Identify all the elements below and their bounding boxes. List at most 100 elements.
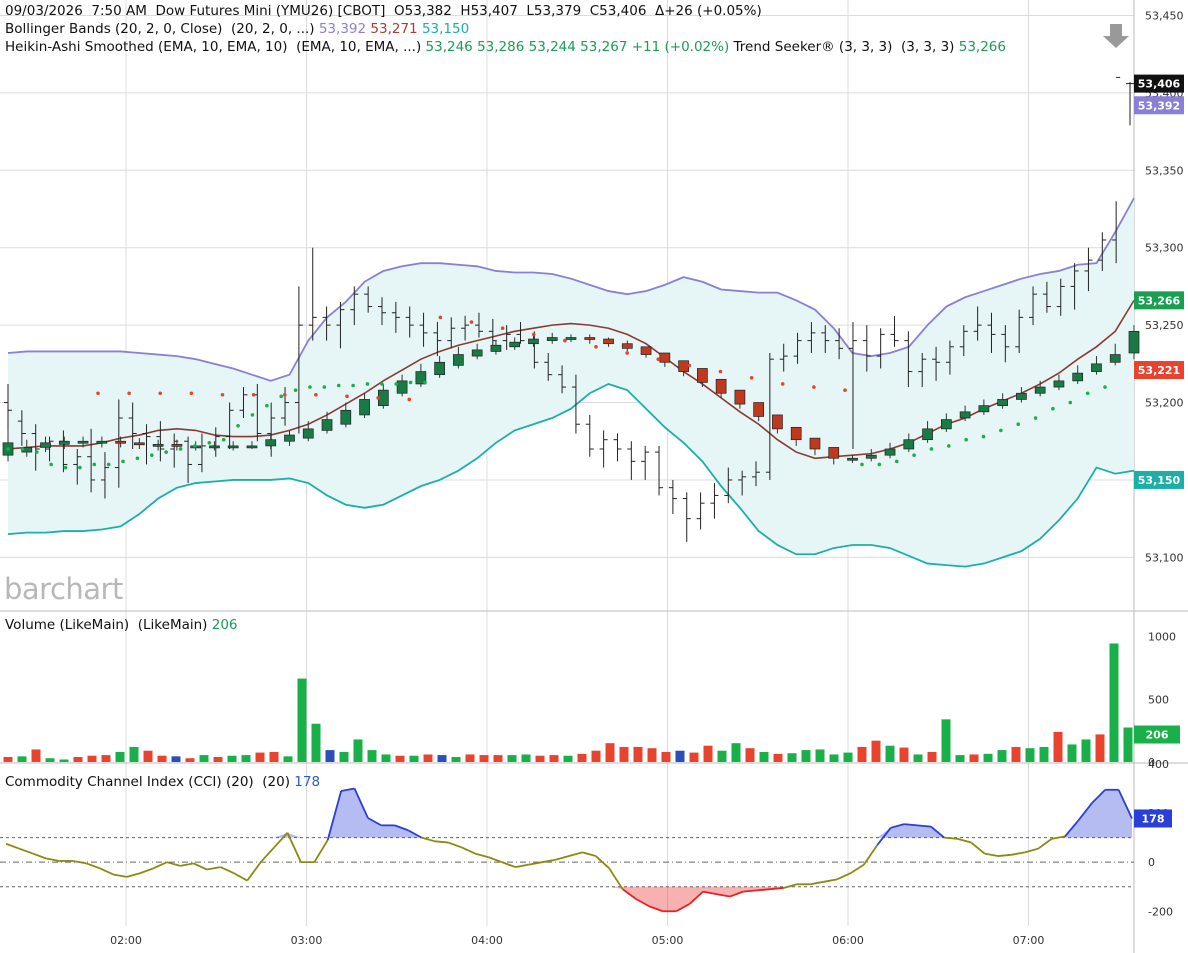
price-tick-label: 53,300 — [1145, 242, 1184, 255]
ha-candle-down — [603, 338, 614, 345]
trend-seeker-dot-up — [265, 403, 269, 408]
ha-candle — [978, 399, 990, 415]
cci-line-segment — [434, 840, 449, 844]
volume-bar — [591, 750, 601, 762]
cci-line-segment — [448, 841, 463, 849]
cci-tag-box — [1134, 809, 1172, 828]
cci-line-segment — [810, 880, 824, 886]
ha-candle — [340, 402, 352, 428]
trend-seeker-dot-up — [49, 462, 53, 467]
ha-candle-up — [884, 448, 896, 456]
ohlc-bar — [433, 322, 442, 357]
cci-line-segment — [193, 862, 208, 871]
cci-line-segment — [353, 788, 369, 819]
cci-line-segment — [394, 824, 409, 832]
ohlc-bar — [447, 317, 456, 349]
ha-candle — [790, 426, 802, 446]
ha-candle — [772, 414, 783, 434]
volume-bar — [689, 752, 699, 762]
cci-legend: Commodity Channel Index (CCI) (20) (20) … — [5, 773, 320, 791]
ohlc-bar — [682, 492, 691, 542]
volume-bar — [1025, 748, 1035, 762]
cci-line-segment — [957, 837, 972, 844]
trend-seeker-dot-down — [345, 394, 349, 399]
ha-candle — [997, 393, 1008, 409]
trend-seeker-dot-up — [236, 423, 240, 428]
volume-bar — [115, 751, 125, 762]
trend-seeker-dot-up — [877, 462, 882, 467]
ha-candle-down — [734, 389, 746, 405]
ha-candle-up — [396, 380, 408, 394]
trend-seeker-dot-up — [351, 383, 355, 388]
ha-candle-up — [284, 434, 295, 442]
volume-bar — [185, 758, 195, 762]
ohlc-bar — [918, 352, 927, 388]
down-arrow-icon — [1103, 24, 1129, 48]
volume-tag-label: 206 — [1146, 729, 1169, 742]
ha-candle — [865, 448, 877, 462]
volume-bar — [577, 753, 587, 762]
ha-candle-up — [959, 411, 971, 419]
volume-bar — [1039, 746, 1049, 762]
cci-overbought-fill — [6, 788, 1132, 838]
trend-seeker-dot-down — [438, 315, 443, 320]
ha-candle — [509, 337, 521, 350]
cci-line-segment — [555, 855, 570, 861]
ohlc-bar — [170, 433, 179, 468]
ohlc-bar — [419, 312, 428, 347]
ohlc-bar — [558, 365, 567, 394]
volume-bar — [255, 752, 265, 762]
ohlc-bar — [655, 445, 664, 496]
ohlc-bar — [184, 436, 193, 484]
ohlc-bar — [1098, 232, 1107, 271]
ohlc-bar — [239, 387, 248, 419]
ha-candle — [265, 433, 277, 449]
trend-seeker-dot-up — [981, 434, 986, 439]
bollinger-band-fill — [8, 198, 1134, 567]
ha-candle — [959, 405, 971, 422]
price-tick-label: 53,350 — [1145, 164, 1184, 177]
cci-line-segment — [367, 817, 382, 827]
trend-seeker-dot-down — [251, 392, 256, 397]
cci-line-segment — [823, 878, 838, 883]
quote-line: 09/03/2026 7:50 AM Dow Futures Mini (YMU… — [5, 3, 762, 19]
cci-line-segment — [1117, 789, 1133, 819]
cci-line-segment — [582, 851, 597, 857]
ohlc-bar — [156, 421, 165, 462]
cci-line-segment — [46, 857, 60, 862]
ha-candle-up — [96, 440, 108, 444]
ha-candle — [302, 421, 314, 442]
trend-seeker-dot-down — [158, 391, 163, 396]
volume-bar — [969, 754, 979, 762]
time-tick-label: 03:00 — [291, 934, 323, 947]
trend-seeker-dot-up — [250, 413, 255, 417]
ohlc-bar — [571, 374, 580, 434]
ohlc-bar — [1029, 286, 1038, 326]
ha-candle-up — [903, 439, 915, 450]
trend-seeker-dot-down — [220, 392, 225, 397]
volume-bar — [829, 754, 839, 762]
volume-tick-label: 0 — [1148, 756, 1155, 769]
volume-bar — [297, 678, 307, 762]
trend-seeker-dot-down — [314, 392, 318, 397]
cci-line-segment — [769, 887, 784, 891]
ha-candle — [715, 378, 727, 398]
trend-seeker-dot-up — [207, 440, 212, 445]
ohlc-bar — [516, 322, 525, 344]
volume-bar — [437, 755, 447, 762]
cci-line-segment — [246, 861, 262, 882]
ohlc-bar — [904, 331, 913, 388]
volume-bar — [353, 739, 363, 762]
ha-candle-down — [809, 437, 821, 450]
bollinger-lower-line — [7, 382, 1135, 568]
trend-seeker-dot-up — [92, 462, 97, 467]
cci-label: Commodity Channel Index (CCI) (20) (20) — [5, 774, 295, 790]
ohlc-bar — [793, 332, 802, 364]
volume-bar — [675, 750, 685, 762]
ha-candle-up — [490, 344, 502, 352]
ohlc-bar — [932, 346, 941, 381]
volume-bar — [409, 755, 419, 762]
trend-seeker-dot-up — [221, 437, 226, 442]
ha-candle-down — [715, 378, 727, 394]
ha-candle-down — [828, 447, 840, 459]
